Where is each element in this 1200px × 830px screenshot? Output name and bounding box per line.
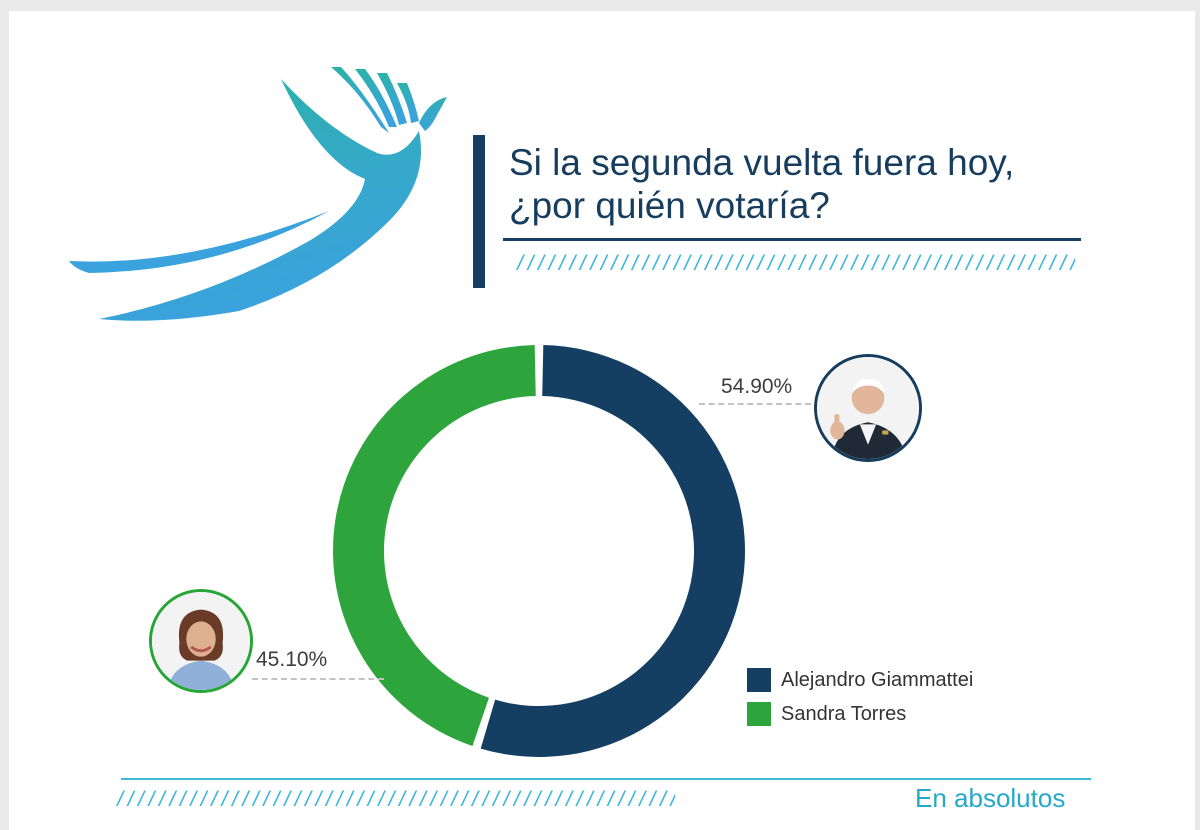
leader-line-giammattei	[699, 403, 811, 405]
footer-rule	[121, 778, 1091, 780]
title-hatch-decoration: ////////////////////////////////////////…	[515, 251, 1075, 273]
hand-bird-icon	[69, 67, 447, 321]
title-line-1: Si la segunda vuelta fuera hoy,	[509, 142, 1015, 183]
legend-label: Sandra Torres	[781, 702, 907, 725]
man-portrait-icon	[814, 354, 922, 462]
poll-card: Si la segunda vuelta fuera hoy, ¿por qui…	[9, 11, 1195, 830]
legend-label: Alejandro Giammattei	[781, 668, 974, 691]
legend-swatch	[747, 668, 771, 692]
title-line-2: ¿por quién votaría?	[509, 185, 830, 226]
data-label-torres: 45.10%	[256, 648, 328, 671]
data-label-giammattei: 54.90%	[721, 375, 793, 398]
title-underline	[503, 238, 1081, 241]
legend-item-torres: Sandra Torres	[747, 697, 973, 731]
footer-hatch-decoration: ////////////////////////////////////////…	[115, 787, 675, 809]
legend-swatch	[747, 702, 771, 726]
leader-line-torres	[252, 678, 384, 680]
chart-title: Si la segunda vuelta fuera hoy, ¿por qui…	[509, 141, 1089, 227]
chart-legend: Alejandro Giammattei Sandra Torres	[747, 663, 973, 731]
donut-chart	[332, 345, 745, 757]
woman-portrait-icon	[149, 589, 253, 693]
title-accent-bar	[473, 135, 485, 288]
donut-slice-giammattei	[480, 345, 745, 757]
legend-item-giammattei: Alejandro Giammattei	[747, 663, 973, 697]
footer-note: En absolutos	[915, 783, 1066, 813]
donut-slice-torres	[332, 345, 536, 746]
